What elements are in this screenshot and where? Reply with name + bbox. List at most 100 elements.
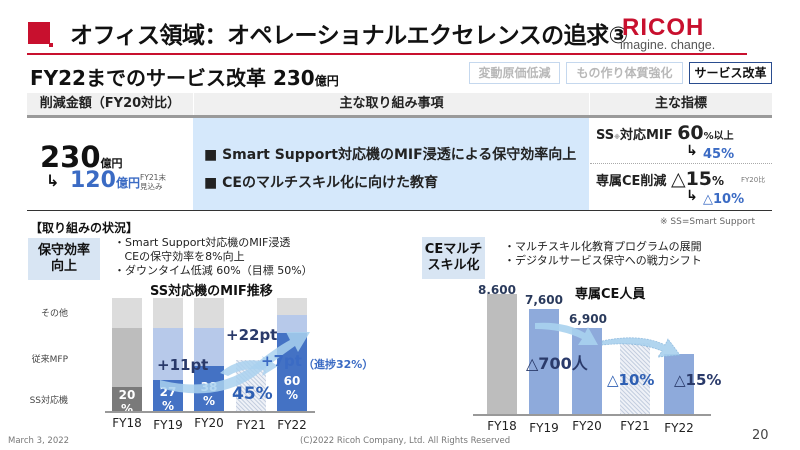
bullet-text: ・Smart Support対応機のMIF浸透 (114, 236, 291, 249)
mif-bar-fy19-legacy (153, 328, 183, 380)
pill-line1: CEマルチ (424, 242, 483, 257)
anno-plus-11pt: +11pt (157, 356, 209, 374)
mif-xlabel: FY22 (277, 418, 307, 432)
mif-bar-fy22-legacy (277, 315, 307, 333)
mif-ylabel-other: その他 (40, 309, 68, 319)
anno-minus-700: △700人 (526, 354, 588, 373)
pill-line2: スキル化 (427, 258, 480, 273)
kpi-unit: %以上 (703, 131, 734, 142)
kpi-divider (590, 163, 772, 164)
anno-plus-7pt: +7pt (261, 352, 302, 370)
turn-arrow-icon: ↳ (686, 143, 698, 159)
bar-value: 20 (118, 388, 136, 402)
tag-manufacturing: もの作り体質強化 (566, 62, 683, 84)
ce-xlabel: FY19 (529, 421, 559, 435)
reduction-forecast: 120億円 (70, 168, 140, 193)
ce-chart-title: 専属CE人員 (575, 287, 646, 302)
table-header-rule (27, 115, 772, 118)
bullet-text: ・マルチスキル化教育プログラムの展開 (504, 240, 702, 253)
title-marker-icon (28, 22, 53, 47)
anno-progress: （進捗32%） (303, 358, 374, 371)
anno-plus-22pt: +22pt (226, 326, 278, 344)
bar-value: 60 (283, 374, 301, 388)
mif-xlabel: FY19 (153, 418, 183, 432)
mif-bar-label: 60% (277, 374, 307, 402)
section-subtitle: FY22までのサービス改革 230億円 (30, 62, 339, 91)
page-number: 20 (752, 428, 769, 443)
mif-bar-fy19-other (153, 298, 183, 328)
table-header-reduction: 削減金額（FY20対比） (27, 93, 193, 115)
table-header-initiatives: 主な取り組み事項 (194, 93, 589, 115)
ce-xlabel: FY18 (487, 419, 517, 433)
mif-fy21-value: 45% (232, 384, 273, 404)
multiskill-pill: CEマルチ スキル化 (422, 237, 485, 279)
reduction-forecast-unit: 億円 (115, 176, 140, 190)
ce-bar-fy18 (487, 294, 517, 414)
logo-tagline: imagine. change. (620, 38, 716, 52)
forecast-note: FY21末 見込み (140, 173, 166, 191)
growth-arrow-icon (160, 332, 310, 394)
efficiency-bullets: ・Smart Support対応機のMIF浸透 CEの保守効率を8%向上 ・ダウ… (114, 236, 313, 278)
kpi-label: SS (596, 128, 615, 143)
initiative-item: ■ CEのマルチスキル化に向けた教育 (204, 175, 438, 191)
bar-pct: % (285, 388, 299, 402)
kpi-ss-mif: SS※対応MIF 60%以上 (596, 122, 734, 144)
mif-bar-fy20-legacy (194, 328, 224, 366)
mif-ylabel-ss: SS対応機 (29, 396, 68, 406)
multiskill-bullets: ・マルチスキル化教育プログラムの展開 ・デジタルサービス保守への戦力シフト (504, 240, 702, 268)
mif-xlabel: FY18 (112, 416, 142, 430)
turn-arrow-icon: ↳ (686, 188, 698, 204)
bullet-text: ・デジタルサービス保守への戦力シフト (504, 254, 702, 267)
status-section-label: 【取り組みの状況】 (30, 221, 139, 235)
kpi-value: 60 (677, 122, 704, 144)
mif-bar-fy20-other (194, 298, 224, 328)
bar-pct: % (120, 402, 134, 416)
mif-x-axis (105, 411, 315, 413)
ce-value-fy20: 6,900 (569, 312, 607, 326)
pill-line1: 保守効率 (37, 243, 90, 258)
reduction-forecast-value: 120 (70, 168, 116, 193)
ce-xlabel: FY22 (664, 421, 694, 435)
ce-x-axis (473, 414, 711, 416)
anno-minus-15pct: △15% (674, 371, 722, 389)
reduction-target-value: 230 (40, 140, 101, 174)
kpi-ce-reduction: 専属CE削減 △15% (596, 168, 724, 190)
logo-brand: RICOH (622, 14, 705, 41)
kpi-unit: % (712, 174, 725, 188)
mif-ylabel-legacy: 従来MFP (31, 355, 68, 365)
footer-copyright: (C)2022 Ricoh Company, Ltd. All Rights R… (300, 436, 511, 446)
mif-bar-fy18-ss (112, 387, 142, 411)
reduction-target: 230億円 (40, 140, 123, 174)
mif-xlabel: FY20 (194, 416, 224, 430)
mif-bar-fy22-other (277, 298, 307, 315)
ce-bar-fy22-target (664, 354, 694, 414)
title-divider (27, 53, 747, 55)
initiatives-cell (193, 118, 589, 210)
bullet-text: CEの保守効率を8%向上 (114, 250, 245, 263)
forecast-note-line1: FY21末 (140, 173, 166, 182)
pill-line2: 向上 (50, 259, 77, 274)
mif-xlabel: FY21 (236, 418, 266, 432)
mif-bar-fy18-other (112, 298, 142, 328)
page-title: オフィス領域：オペレーショナルエクセレンスの追求③ (70, 23, 628, 49)
efficiency-pill: 保守効率 向上 (28, 238, 100, 280)
kpi-label2: 対応MIF (620, 128, 678, 143)
forecast-note-line2: 見込み (140, 182, 163, 191)
kpi-value: △15 (670, 168, 713, 190)
tag-variable-cost: 変動原価低減 (469, 62, 560, 84)
mif-bar-fy18-legacy (112, 328, 142, 387)
ce-value-fy19: 7,600 (525, 293, 563, 307)
reduction-target-unit: 億円 (100, 157, 123, 170)
footnote: ※ SS=Smart Support (660, 217, 756, 227)
bar-pct: % (161, 399, 175, 413)
kpi-note-mark: ※ (614, 134, 620, 141)
ce-xlabel: FY20 (572, 419, 602, 433)
subtitle-unit: 億円 (314, 74, 339, 88)
decline-arrow-icon (535, 322, 681, 358)
ce-value-fy18: 8,600 (478, 283, 516, 297)
bullet-text: ・ダウンタイム低減 60%（目標 50%） (114, 264, 313, 277)
turn-arrow-icon: ↳ (46, 171, 60, 190)
ce-bar-fy21-forecast (620, 343, 650, 414)
kpi-note: FY20比 (741, 176, 766, 184)
kpi-actual: △10% (703, 192, 745, 207)
